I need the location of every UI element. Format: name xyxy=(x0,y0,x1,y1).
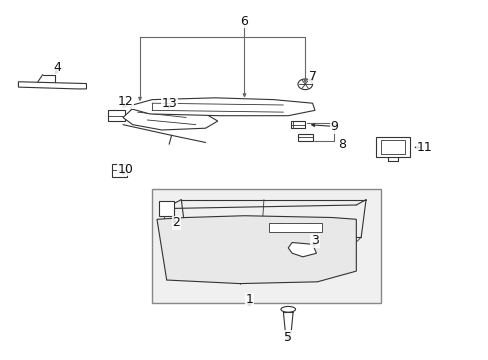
Text: 9: 9 xyxy=(330,120,338,133)
Polygon shape xyxy=(159,202,174,216)
Polygon shape xyxy=(19,82,86,89)
Bar xyxy=(152,189,380,303)
Text: 2: 2 xyxy=(172,216,180,229)
Text: 8: 8 xyxy=(337,138,345,151)
Polygon shape xyxy=(297,134,312,141)
Polygon shape xyxy=(108,111,125,121)
Text: 7: 7 xyxy=(308,70,316,83)
Text: 1: 1 xyxy=(245,293,253,306)
Polygon shape xyxy=(122,107,217,130)
Text: 3: 3 xyxy=(310,234,318,247)
Text: 6: 6 xyxy=(240,14,248,27)
Text: 11: 11 xyxy=(416,141,431,154)
Text: 4: 4 xyxy=(53,61,61,74)
Text: 12: 12 xyxy=(117,95,133,108)
Polygon shape xyxy=(268,223,322,232)
Polygon shape xyxy=(375,137,409,157)
Text: 10: 10 xyxy=(117,163,133,176)
Polygon shape xyxy=(290,121,305,128)
Polygon shape xyxy=(130,98,314,116)
Polygon shape xyxy=(380,140,404,154)
Polygon shape xyxy=(112,164,126,177)
Text: 5: 5 xyxy=(284,331,292,344)
Polygon shape xyxy=(157,216,356,284)
Ellipse shape xyxy=(281,306,295,312)
Polygon shape xyxy=(287,243,316,257)
Text: 13: 13 xyxy=(161,97,177,110)
